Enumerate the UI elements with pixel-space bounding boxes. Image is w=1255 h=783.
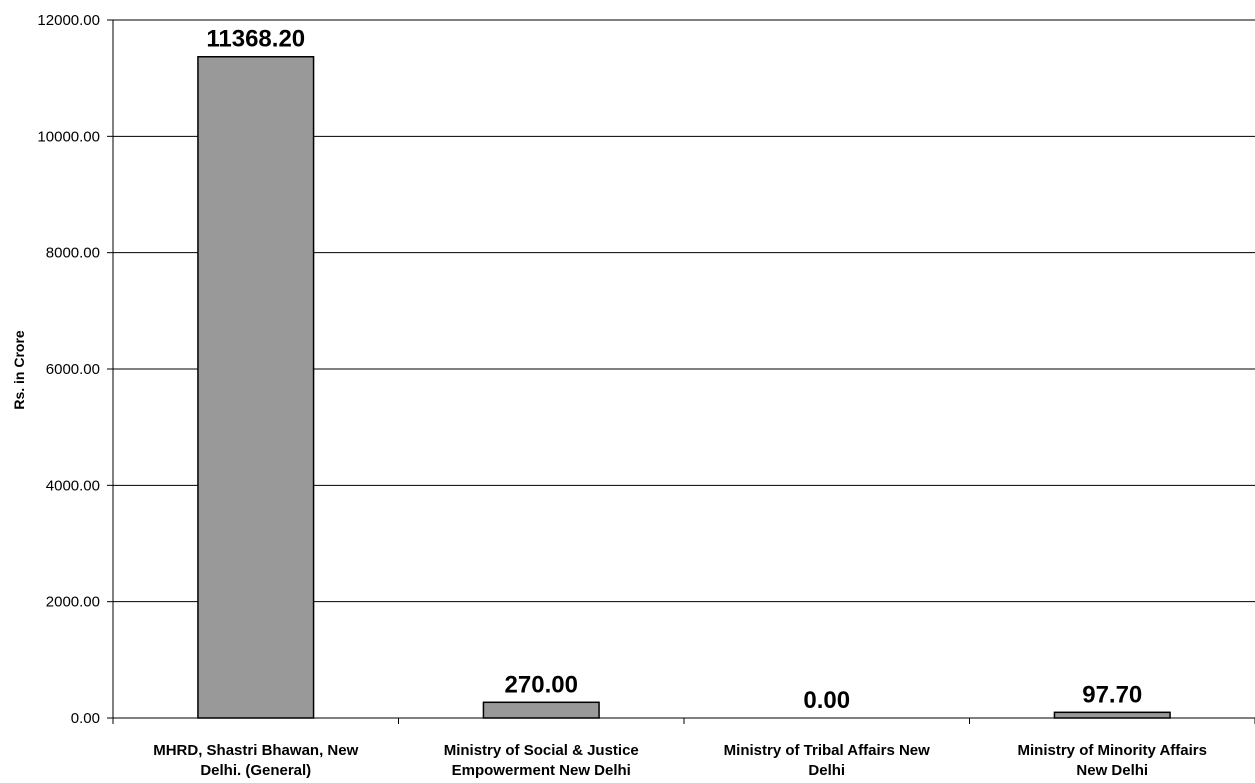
x-category-label-line: Ministry of Tribal Affairs New (724, 742, 930, 759)
data-label: 97.70 (1082, 681, 1142, 708)
x-category-label-line: Empowerment New Delhi (452, 762, 631, 779)
x-category-label-line: Delhi. (General) (200, 762, 311, 779)
y-tick-label: 12000.00 (37, 12, 100, 29)
bar (1053, 711, 1171, 719)
x-category-label: Ministry of Tribal Affairs New Delhi (724, 742, 930, 779)
x-category-label-line: Ministry of Minority Affairs (1018, 742, 1207, 759)
x-category-label: Ministry of Minority Affairs New Delhi (1018, 742, 1207, 779)
x-category-label: Ministry of Social & Justice Empowerment … (444, 742, 639, 779)
y-axis-label: Rs. in Crore (11, 330, 27, 410)
y-tick-label: 4000.00 (46, 477, 100, 494)
x-category-label-line: Ministry of Social & Justice (444, 742, 639, 759)
bar (197, 55, 315, 719)
data-label: 11368.20 (206, 26, 305, 53)
y-tick-label: 8000.00 (46, 245, 100, 262)
y-tick-label: 0.00 (71, 710, 100, 727)
y-tick-label: 10000.00 (37, 128, 100, 145)
bar (482, 701, 600, 719)
data-label: 0.00 (803, 687, 850, 714)
x-category-label-line: MHRD, Shastri Bhawan, New (153, 742, 358, 759)
data-label: 270.00 (505, 671, 578, 698)
y-tick-label: 2000.00 (46, 594, 100, 611)
y-tick-label: 6000.00 (46, 361, 100, 378)
bars (197, 55, 1171, 719)
labels: 0.00 2000.00 4000.00 6000.00 8000.00 10000.00… (37, 12, 1207, 779)
x-category-label-line: New Delhi (1076, 762, 1148, 779)
x-category-label-line: Delhi (808, 762, 845, 779)
x-category-label: MHRD, Shastri Bhawan, New Delhi. (General… (153, 742, 358, 779)
